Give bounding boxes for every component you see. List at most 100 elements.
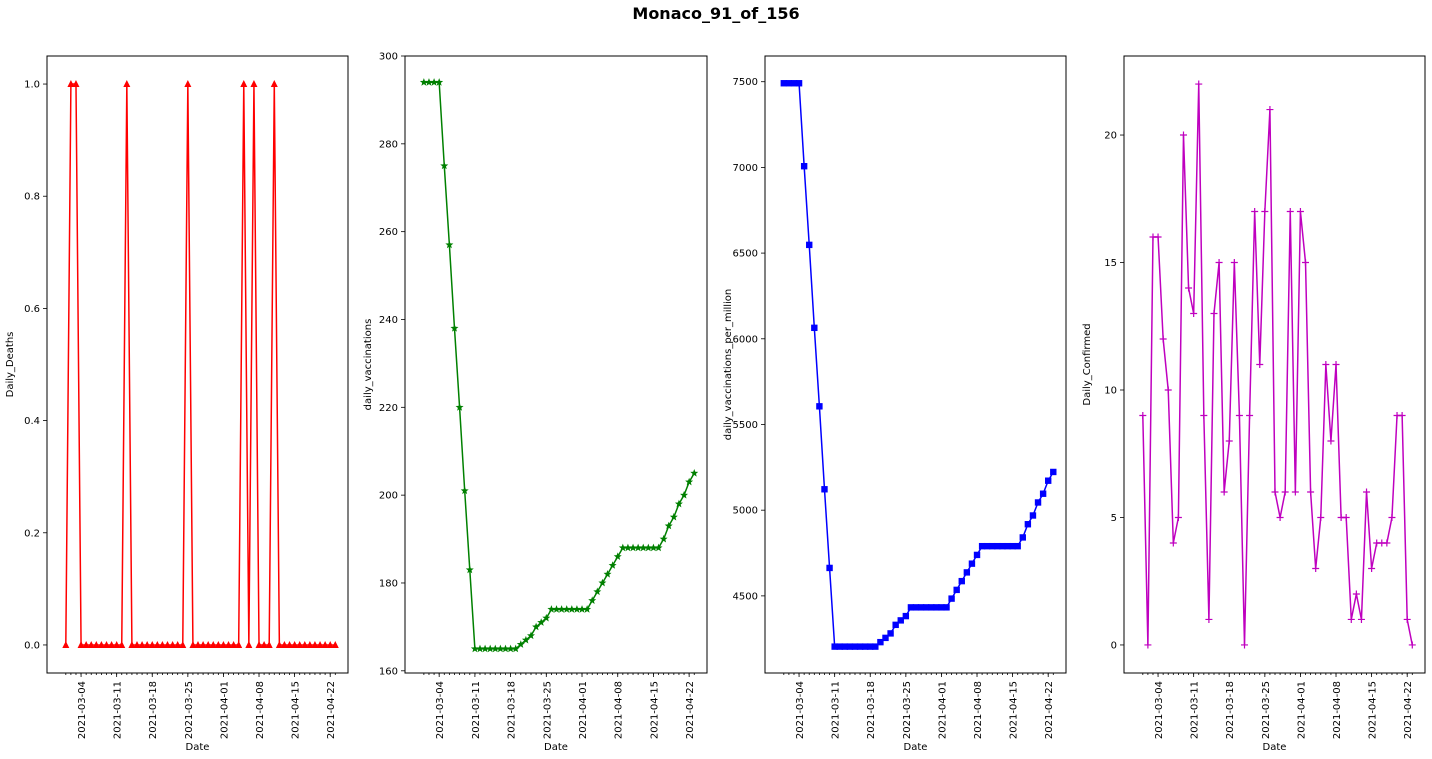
data-point — [907, 604, 915, 611]
data-point — [578, 605, 587, 613]
data-point — [465, 565, 474, 574]
data-point — [189, 640, 197, 648]
data-point — [1029, 512, 1037, 519]
data-point — [593, 587, 602, 596]
data-point — [311, 640, 319, 648]
data-point — [280, 640, 288, 648]
data-point — [496, 644, 505, 653]
data-point — [1317, 513, 1325, 521]
data-point — [851, 643, 859, 650]
subplot-3: 2021-03-04 2021-03-11 2021-03-18 2021-03-25… — [723, 55, 1067, 753]
data-point — [1174, 513, 1182, 521]
data-point — [963, 569, 971, 576]
data-point — [1383, 539, 1391, 547]
y-tick-label: 160 — [379, 666, 398, 677]
data-point — [917, 604, 925, 611]
y-axis-label: daily_vaccinations — [363, 319, 374, 411]
data-point — [506, 644, 515, 653]
data-point — [1045, 477, 1052, 484]
data-point — [644, 543, 653, 552]
data-point — [928, 604, 935, 611]
series-line — [423, 81, 695, 650]
data-point — [516, 640, 525, 648]
data-point — [588, 596, 597, 604]
data-point — [669, 512, 678, 521]
data-point — [634, 543, 643, 552]
data-point — [118, 640, 126, 648]
data-point — [204, 640, 212, 648]
y-tick-label: 6000 — [733, 334, 758, 345]
y-tick-label: 180 — [379, 578, 398, 589]
y-tick-label: 6500 — [733, 249, 758, 260]
data-point — [199, 640, 207, 648]
data-point — [1164, 386, 1172, 394]
y-tick-label: 10 — [1104, 385, 1117, 396]
data-point — [521, 635, 530, 644]
data-point — [72, 80, 80, 88]
y-axis-label: daily_vaccinations_per_million — [723, 289, 734, 441]
data-point — [572, 605, 581, 613]
x-tick-label: 2021-04-15 — [1368, 681, 1379, 739]
data-point — [680, 490, 689, 499]
data-point — [989, 542, 996, 550]
x-tick-label: 2021-04-15 — [291, 681, 302, 739]
data-point — [326, 640, 334, 648]
data-point — [255, 640, 263, 648]
data-point — [1185, 284, 1193, 292]
data-point — [214, 640, 222, 648]
y-tick-label: 0.4 — [24, 416, 40, 427]
data-point — [1169, 539, 1177, 547]
y-axis-label: Daily_Confirmed — [1082, 323, 1093, 405]
data-point — [983, 542, 991, 550]
series-line — [65, 83, 336, 646]
data-point — [143, 640, 151, 648]
y-tick-label: 20 — [1104, 131, 1117, 142]
data-point — [331, 640, 339, 648]
data-point — [659, 534, 668, 543]
y-tick-label: 1.0 — [24, 80, 40, 91]
data-point — [1225, 437, 1233, 445]
y-tick-label: 200 — [379, 491, 398, 502]
data-point — [649, 543, 658, 552]
data-point — [82, 640, 90, 648]
subplot-4: 2021-03-04 2021-03-11 2021-03-18 2021-03-25… — [1082, 55, 1426, 753]
data-point — [806, 241, 813, 249]
data-point — [811, 324, 818, 332]
data-point — [785, 80, 793, 87]
y-axis-label: Daily_Deaths — [5, 332, 16, 398]
data-point — [230, 640, 238, 648]
data-point — [245, 640, 253, 648]
data-point — [1347, 615, 1355, 623]
data-point — [1251, 208, 1259, 216]
x-tick-label: 2021-03-11 — [471, 681, 482, 739]
y-tick-label: 240 — [379, 315, 398, 326]
data-point — [1139, 411, 1147, 419]
data-point — [1179, 131, 1187, 139]
data-point — [542, 613, 551, 622]
data-point — [867, 643, 874, 650]
data-point — [1342, 513, 1350, 521]
data-point — [1388, 513, 1396, 521]
data-point — [897, 617, 904, 624]
x-tick-label: 2021-04-08 — [614, 681, 625, 739]
x-tick-label: 2021-03-25 — [902, 681, 913, 739]
data-point — [445, 240, 454, 249]
data-point — [1050, 468, 1057, 476]
subplot-1: 2021-03-04 2021-03-11 2021-03-18 2021-03-25… — [5, 55, 349, 753]
data-point — [1322, 361, 1330, 368]
data-point — [1312, 564, 1320, 572]
data-point — [67, 80, 75, 88]
data-point — [623, 543, 632, 552]
data-point — [999, 542, 1006, 550]
data-point — [1230, 259, 1238, 267]
data-point — [800, 163, 808, 170]
data-point — [1256, 361, 1264, 368]
y-tick-label: 0.8 — [24, 192, 40, 203]
data-point — [486, 644, 495, 653]
data-point — [440, 161, 449, 170]
data-point — [958, 577, 965, 585]
x-tick-label: 2021-03-25 — [542, 681, 553, 739]
data-point — [629, 543, 638, 552]
data-point — [194, 640, 202, 648]
